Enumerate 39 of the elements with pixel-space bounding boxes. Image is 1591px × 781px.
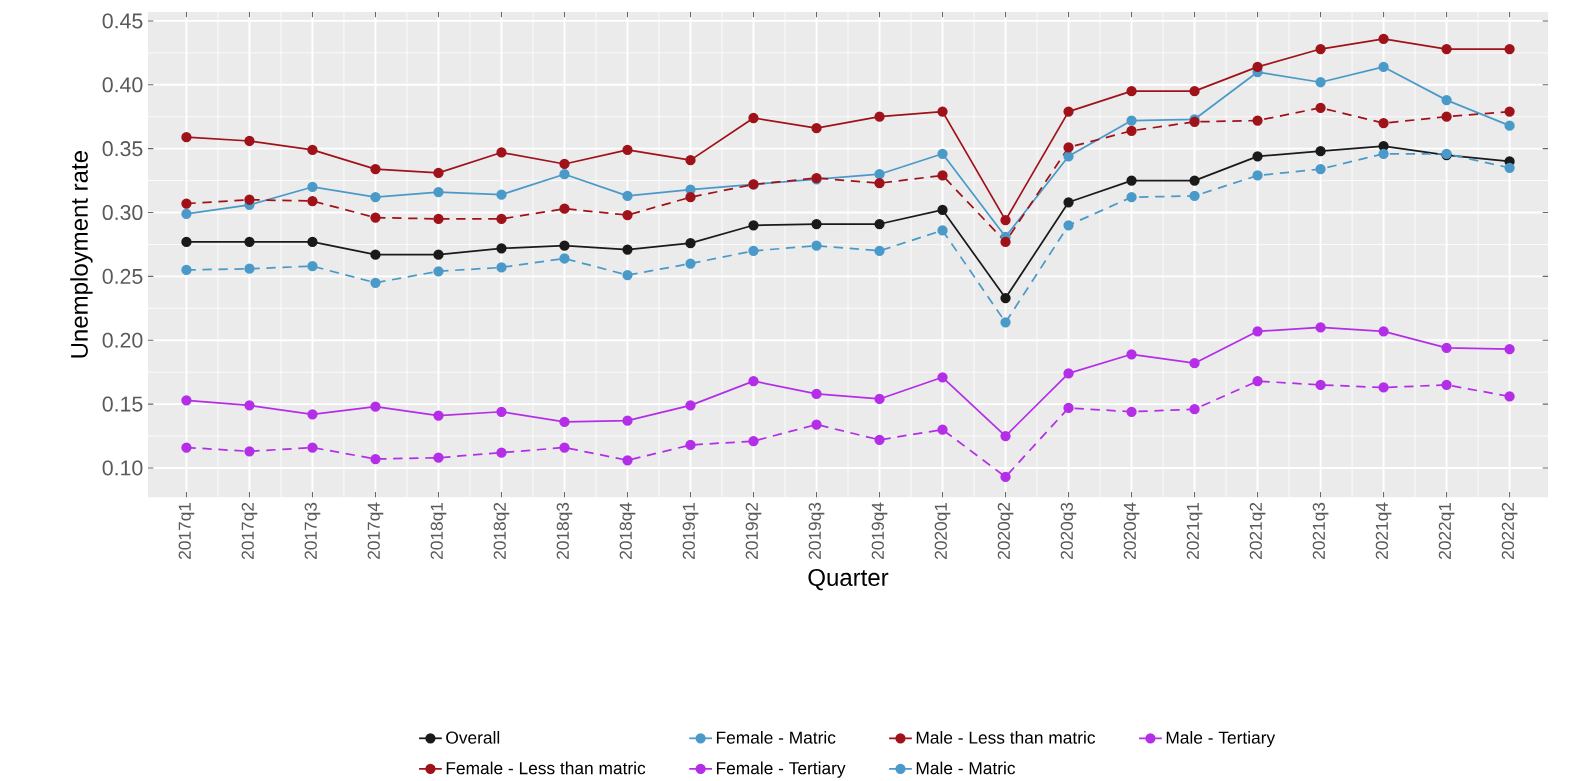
legend-label: Male - Less than matric	[916, 730, 1096, 744]
legend-label: Overall	[446, 730, 500, 744]
y-tick-label: 0.10	[102, 460, 143, 476]
x-tick-label: 2019q1	[682, 502, 699, 559]
x-tick-label: 2020q2	[997, 502, 1014, 559]
x-tick-label: 2022q1	[1438, 502, 1455, 559]
x-axis-title: Quarter	[808, 568, 889, 591]
legend-label: Male - Tertiary	[1166, 730, 1276, 747]
legend-label: Male - Matric	[916, 761, 1016, 775]
x-tick-label: 2021q4	[1375, 502, 1392, 559]
x-tick-label: 2021q1	[1186, 502, 1203, 559]
x-tick-label: 2018q2	[493, 502, 510, 559]
y-tick-label: 0.25	[102, 268, 143, 284]
x-tick-label: 2018q3	[556, 502, 573, 559]
y-tick-label: 0.45	[102, 13, 143, 29]
x-tick-label: 2019q4	[871, 502, 888, 559]
y-tick-label: 0.30	[102, 204, 143, 220]
y-tick-label: 0.35	[102, 140, 143, 156]
x-tick-label: 2020q3	[1060, 502, 1077, 559]
x-tick-label: 2017q3	[304, 502, 321, 559]
x-tick-label: 2019q2	[745, 502, 762, 559]
x-tick-label: 2020q1	[934, 502, 951, 559]
y-axis-title: Unemployment rate	[70, 150, 93, 358]
x-tick-label: 2021q2	[1249, 502, 1266, 559]
y-tick-label: 0.15	[102, 396, 143, 412]
legend-label: Female - Matric	[716, 730, 836, 744]
x-tick-label: 2017q4	[367, 502, 384, 559]
y-tick-label: 0.40	[102, 77, 143, 93]
x-tick-label: 2019q3	[808, 502, 825, 559]
x-tick-label: 2018q4	[619, 502, 636, 559]
x-tick-label: 2020q4	[1123, 502, 1140, 559]
x-tick-label: 2021q3	[1312, 502, 1329, 559]
x-tick-label: 2017q1	[178, 502, 195, 559]
legend-label: Female - Less than matric	[446, 761, 646, 775]
legend-label: Female - Tertiary	[716, 761, 846, 778]
x-tick-label: 2022q2	[1501, 502, 1518, 559]
x-tick-label: 2018q1	[430, 502, 447, 559]
x-tick-label: 2017q2	[241, 502, 258, 559]
y-tick-label: 0.20	[102, 332, 143, 348]
